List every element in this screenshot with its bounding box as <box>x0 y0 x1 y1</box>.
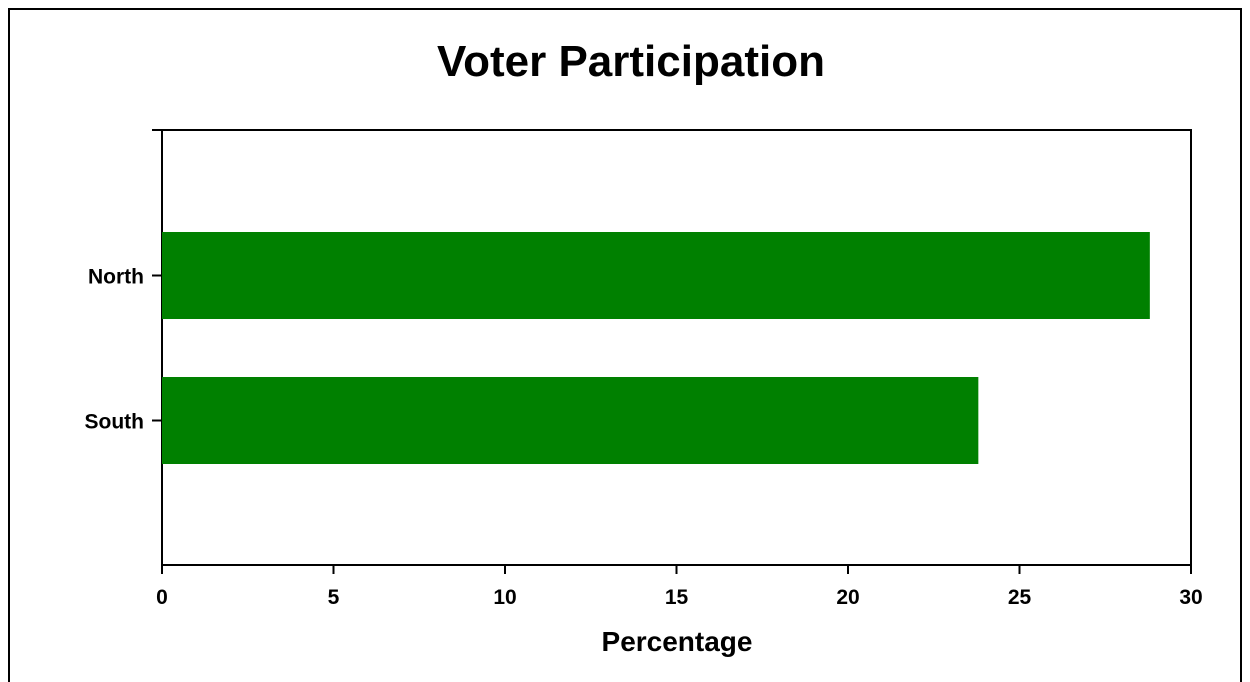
x-tick-label-20: 20 <box>836 586 859 609</box>
bar-north <box>162 232 1150 319</box>
y-tick-label-south: South <box>85 411 144 434</box>
bar-south <box>162 377 979 464</box>
y-tick-label-north: North <box>88 266 144 289</box>
x-tick-label-15: 15 <box>665 586 689 609</box>
plot-area <box>161 129 1192 566</box>
chart-frame <box>8 8 1242 682</box>
chart-title: Voter Participation <box>437 37 825 86</box>
x-tick-label-0: 0 <box>156 586 168 609</box>
x-axis-label: Percentage <box>602 626 753 657</box>
x-tick-label-25: 25 <box>1008 586 1032 609</box>
ticks-layer: North South 0 5 10 15 20 25 30 <box>85 129 1203 609</box>
bars-layer <box>162 232 1150 464</box>
x-tick-label-30: 30 <box>1179 586 1202 609</box>
x-tick-label-10: 10 <box>493 586 516 609</box>
x-tick-label-5: 5 <box>328 586 340 609</box>
